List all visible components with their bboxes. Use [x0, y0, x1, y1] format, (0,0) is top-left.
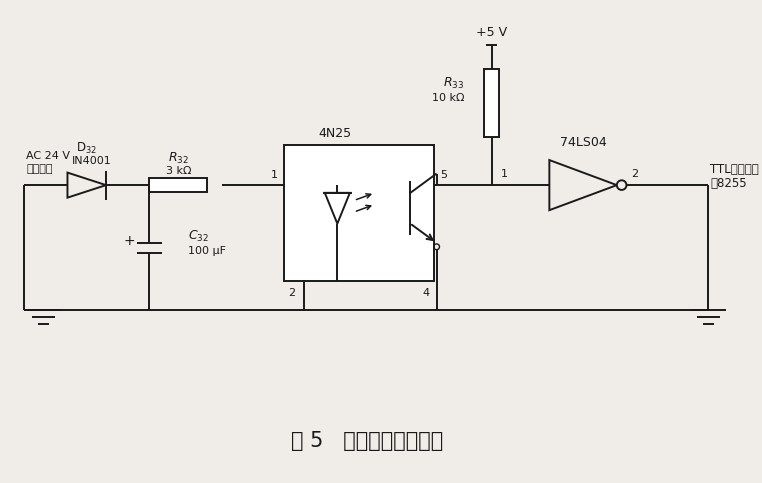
- Text: 去8255: 去8255: [710, 177, 747, 190]
- Text: 4N25: 4N25: [318, 127, 351, 140]
- Text: $R_{33}$: $R_{33}$: [443, 76, 465, 91]
- Text: 4: 4: [422, 288, 430, 298]
- Text: $R_{32}$: $R_{32}$: [168, 151, 189, 166]
- Text: 2: 2: [289, 288, 296, 298]
- Text: +5 V: +5 V: [476, 27, 507, 39]
- Text: 74LS04: 74LS04: [560, 136, 607, 149]
- Text: TTL电平信号: TTL电平信号: [710, 163, 759, 176]
- Text: 5: 5: [440, 170, 447, 181]
- Text: $C_{32}$: $C_{32}$: [188, 228, 209, 244]
- Text: AC 24 V: AC 24 V: [26, 151, 70, 161]
- Text: D$_{32}$: D$_{32}$: [76, 141, 98, 156]
- Bar: [149, 178, 207, 192]
- Text: 2: 2: [632, 169, 639, 179]
- Text: +: +: [123, 234, 135, 248]
- Text: IN4001: IN4001: [72, 156, 111, 166]
- Text: 电平信号: 电平信号: [26, 164, 53, 174]
- Bar: [484, 70, 499, 137]
- Bar: [284, 144, 434, 282]
- Text: 图 5   信号电平变换电路: 图 5 信号电平变换电路: [291, 430, 443, 451]
- Text: 1: 1: [501, 169, 508, 179]
- Text: 10 kΩ: 10 kΩ: [432, 93, 465, 103]
- Text: 100 μF: 100 μF: [188, 246, 226, 256]
- Text: 1: 1: [271, 170, 278, 181]
- Text: 3 kΩ: 3 kΩ: [165, 166, 191, 176]
